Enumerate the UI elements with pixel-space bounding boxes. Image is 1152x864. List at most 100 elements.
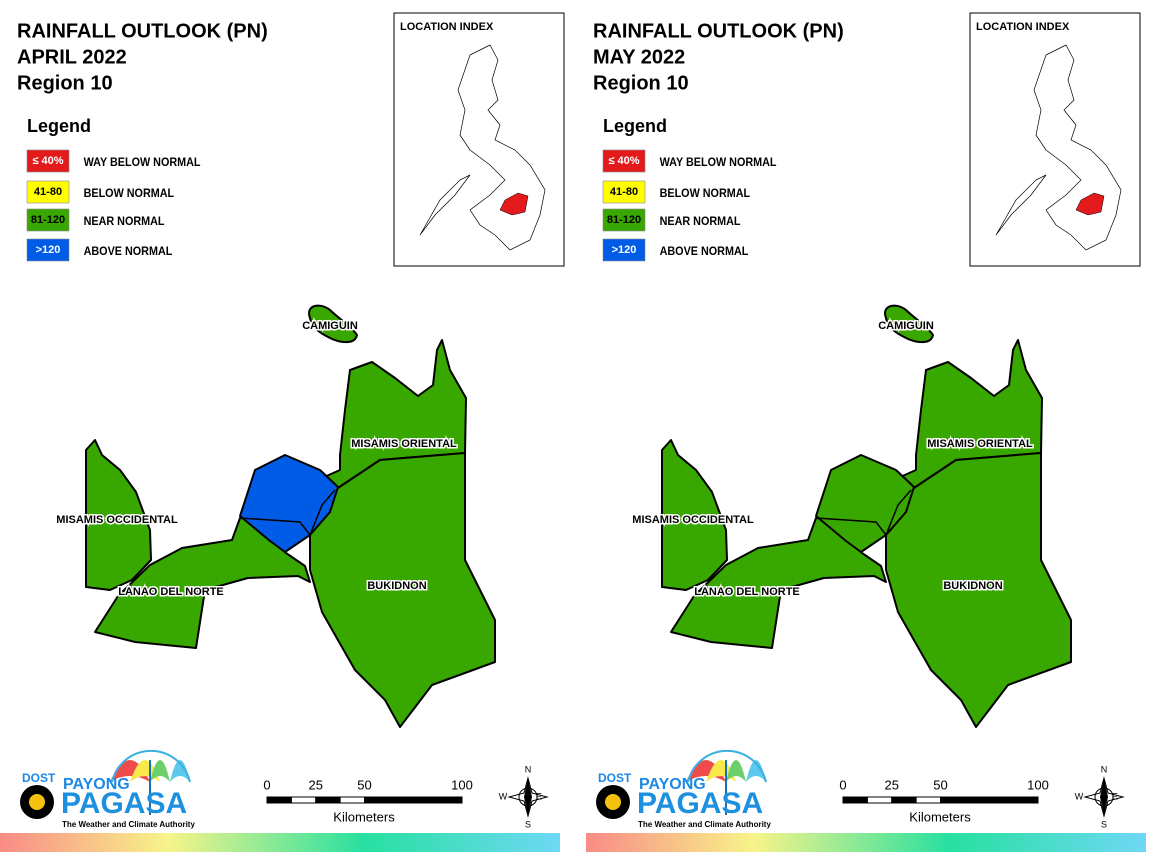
legend-swatch-text: 41-80	[34, 186, 62, 198]
compass-label: S	[525, 819, 531, 829]
umbrella-panel	[150, 760, 170, 782]
legend-label: BELOW NORMAL	[660, 188, 751, 201]
region	[661, 439, 728, 591]
legend-swatch	[602, 149, 646, 173]
compass-label: S	[1101, 819, 1107, 829]
map-title: Region 10	[593, 72, 689, 94]
boundary	[815, 517, 887, 536]
scale-tick-label: 0	[263, 777, 270, 792]
logo-tagline: The Weather and Climate Authority	[62, 820, 195, 829]
scale-tick-label: 25	[309, 777, 323, 792]
legend-swatch-text: ≤ 40%	[608, 155, 639, 167]
scale-segment	[364, 796, 463, 804]
region	[884, 304, 934, 344]
scale-tick-label: 100	[451, 777, 473, 792]
umbrella-panel	[746, 760, 766, 782]
legend-title: Legend	[27, 116, 91, 136]
legend-swatch	[602, 208, 646, 232]
logo-brand: PAGASA	[61, 787, 187, 820]
dost-seal-inner	[605, 794, 621, 810]
legend-label: NEAR NORMAL	[84, 216, 165, 229]
legend-swatch-text: 81-120	[31, 214, 65, 226]
legend-label: NEAR NORMAL	[660, 216, 741, 229]
scale-tick-label: 25	[885, 777, 899, 792]
logo-brand: PAGASA	[637, 787, 763, 820]
compass-label: E	[1112, 791, 1118, 801]
legend-swatch	[26, 208, 70, 232]
logo-agency: DOST	[22, 771, 56, 785]
region	[308, 304, 358, 344]
logo-brand-top: PAYONG	[63, 776, 130, 793]
map-title: Region 10	[17, 72, 113, 94]
scale-segment	[842, 796, 868, 804]
scale-segment	[266, 796, 292, 804]
compass-label: E	[536, 791, 542, 801]
logo-brand-top: PAYONG	[639, 776, 706, 793]
region	[309, 452, 496, 728]
region-label: BUKIDNON	[367, 580, 426, 592]
region	[85, 439, 152, 591]
legend-swatch	[26, 238, 70, 262]
region-label: MISAMIS OCCIDENTAL	[56, 514, 178, 526]
legend-swatch-text: ≤ 40%	[32, 155, 63, 167]
legend-swatch-text: 41-80	[610, 186, 638, 198]
umbrella-panel	[726, 760, 746, 782]
scale-segment	[866, 796, 893, 804]
panel: RAINFALL OUTLOOK (PN) APRIL 2022 Region 10…	[0, 12, 565, 852]
region-label: MISAMIS OCCIDENTAL	[632, 514, 754, 526]
scale-segment	[891, 796, 917, 804]
region-label: LANAO DEL NORTE	[118, 586, 224, 598]
region	[885, 452, 1072, 728]
scale-segment	[915, 796, 941, 804]
map-title: RAINFALL OUTLOOK (PN)	[593, 20, 844, 42]
legend-swatch	[26, 149, 70, 173]
scale-unit: Kilometers	[909, 809, 971, 824]
boundary	[239, 517, 311, 536]
legend-swatch	[602, 238, 646, 262]
legend-swatch	[602, 180, 646, 204]
map-title: RAINFALL OUTLOOK (PN)	[17, 20, 268, 42]
scale-segment	[339, 796, 365, 804]
legend-label: BELOW NORMAL	[84, 188, 175, 201]
region-label: CAMIGUIN	[302, 320, 358, 332]
legend-swatch-text: >120	[36, 244, 61, 256]
legend-swatch-text: 81-120	[607, 214, 641, 226]
location-title: LOCATION INDEX	[400, 21, 494, 33]
scale-tick-label: 50	[933, 777, 947, 792]
scale-tick-label: 0	[839, 777, 846, 792]
compass-label: N	[1101, 764, 1108, 774]
region-highlight	[499, 192, 529, 216]
region	[670, 517, 887, 649]
panel: RAINFALL OUTLOOK (PN) MAY 2022 Region 10 Le…	[586, 12, 1146, 852]
legend-label: ABOVE NORMAL	[660, 246, 749, 259]
legend-swatch-text: >120	[612, 244, 637, 256]
compass-label: N	[525, 764, 532, 774]
compass-label: W	[499, 791, 508, 801]
color-band	[586, 833, 1146, 852]
region-label: LANAO DEL NORTE	[694, 586, 800, 598]
legend-label: WAY BELOW NORMAL	[84, 157, 201, 170]
region-label: CAMIGUIN	[878, 320, 934, 332]
compass-label: W	[1075, 791, 1084, 801]
scale-segment	[940, 796, 1039, 804]
region-label: MISAMIS ORIENTAL	[351, 438, 457, 450]
legend-label: WAY BELOW NORMAL	[660, 157, 777, 170]
legend-title: Legend	[603, 116, 667, 136]
logo-agency: DOST	[598, 771, 632, 785]
compass-needle	[1100, 778, 1108, 816]
scale-tick-label: 50	[357, 777, 371, 792]
umbrella-panel	[170, 760, 190, 782]
map-title: APRIL 2022	[17, 46, 127, 68]
logo-tagline: The Weather and Climate Authority	[638, 820, 771, 829]
scale-tick-label: 100	[1027, 777, 1049, 792]
region-label: MISAMIS ORIENTAL	[927, 438, 1033, 450]
compass-needle	[524, 778, 532, 816]
region	[94, 517, 311, 649]
scale-segment	[290, 796, 317, 804]
location-title: LOCATION INDEX	[976, 21, 1070, 33]
region-label: BUKIDNON	[943, 580, 1002, 592]
dost-seal-inner	[29, 794, 45, 810]
legend-label: ABOVE NORMAL	[84, 246, 173, 259]
scale-segment	[315, 796, 341, 804]
